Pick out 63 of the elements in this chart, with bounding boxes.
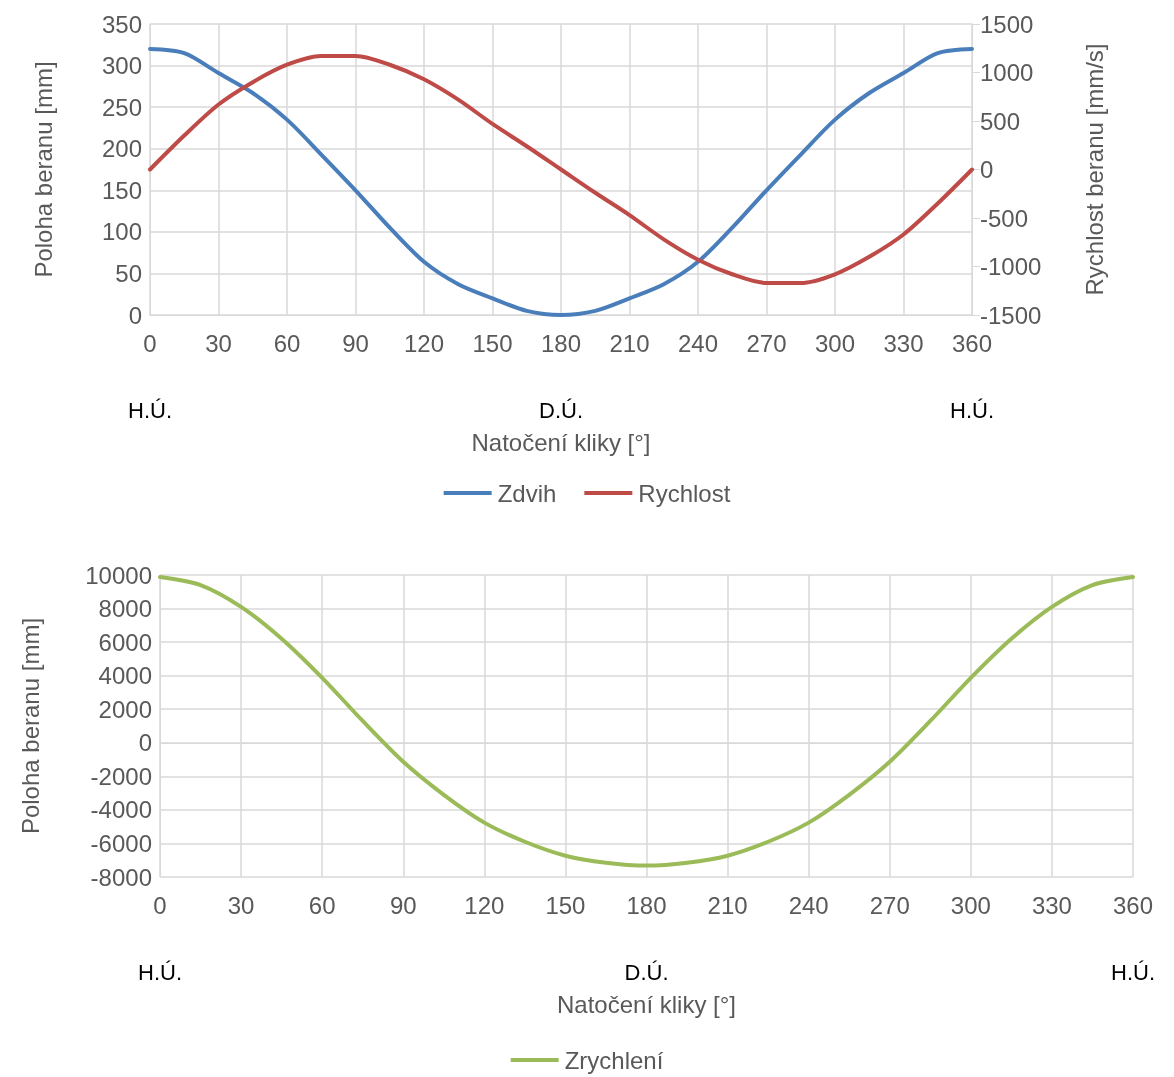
y-tick-label: 2000 [98, 695, 152, 723]
x-tick-label: 300 [950, 891, 991, 919]
x-tick-label: 360 [1112, 891, 1154, 919]
x-tick-label: 30 [227, 891, 255, 919]
x-axis-title: Natočení kliky [°] [557, 990, 736, 1018]
x-tick-label: 120 [403, 329, 445, 357]
x-tick-label: 60 [308, 891, 336, 919]
y2-tick-label: -1500 [980, 301, 1042, 329]
x-tick-label: 150 [545, 891, 586, 919]
x-tick-label: 90 [342, 329, 369, 357]
x-axis-title: Natočení kliky [°] [471, 428, 651, 456]
x-tick-label: 180 [540, 329, 582, 357]
y-tick-label: -2000 [90, 762, 152, 790]
x-tick-label: 240 [788, 891, 829, 919]
y-tick-label: 10000 [85, 561, 152, 589]
legend-label: Zdvih [497, 479, 557, 507]
y-tick-label: 8000 [98, 595, 152, 623]
x-tick-label: 210 [707, 891, 748, 919]
y-tick-label: 50 [115, 259, 142, 287]
legend-label: Zrychlení [564, 1046, 664, 1074]
x-tick-label: 210 [609, 329, 650, 357]
x-tick-label: 30 [205, 329, 232, 357]
x-tick-label: 330 [883, 329, 924, 357]
x-tick-label: 270 [869, 891, 910, 919]
y-axis-title: Poloha beranu [mm] [16, 617, 44, 835]
x-tick-label: 360 [951, 329, 993, 357]
x-tick-label: 180 [626, 891, 667, 919]
y-tick-label: -8000 [90, 863, 152, 891]
y-tick-label: -6000 [90, 829, 152, 857]
y2-tick-label: 0 [980, 156, 994, 183]
y-axis-title: Poloha beranu [mm] [29, 61, 57, 278]
y-tick-label: 100 [101, 218, 142, 246]
y-tick-label: -4000 [90, 796, 152, 824]
y2-tick-label: 500 [980, 107, 1021, 135]
x-tick-label: 300 [814, 329, 856, 357]
x-tick-label: 120 [464, 891, 505, 919]
y-tick-label: 350 [101, 10, 142, 38]
y2-tick-label: -1000 [980, 253, 1042, 280]
x-tick-label: 270 [746, 329, 787, 357]
y-tick-label: 250 [101, 93, 142, 121]
y-tick-label: 6000 [98, 628, 152, 656]
x-tick-label: 240 [677, 329, 719, 357]
text: H.Ú. [128, 397, 172, 423]
y-tick-label: 300 [101, 52, 142, 80]
text: D.Ú. [539, 397, 583, 423]
y2-tick-label: 1500 [980, 10, 1034, 38]
y-tick-label: 150 [101, 176, 142, 204]
y-tick-label: 4000 [98, 662, 152, 690]
text: H.Ú. [138, 959, 182, 985]
y2-axis-title: Rychlost beranu [mm/s] [1080, 43, 1108, 296]
text: H.Ú. [950, 397, 994, 423]
y2-tick-label: -500 [980, 204, 1029, 232]
x-tick-label: 150 [472, 329, 513, 357]
y2-tick-label: 1000 [980, 59, 1034, 86]
x-tick-label: 90 [389, 891, 417, 919]
y-tick-label: 200 [101, 135, 142, 163]
y-tick-label: 0 [138, 729, 152, 757]
x-tick-label: 330 [1031, 891, 1072, 919]
x-tick-label: 60 [273, 329, 301, 357]
y-tick-label: 0 [128, 301, 142, 329]
legend-label: Rychlost [638, 479, 731, 507]
text: H.Ú. [1111, 959, 1155, 985]
text: D.Ú. [624, 959, 669, 985]
